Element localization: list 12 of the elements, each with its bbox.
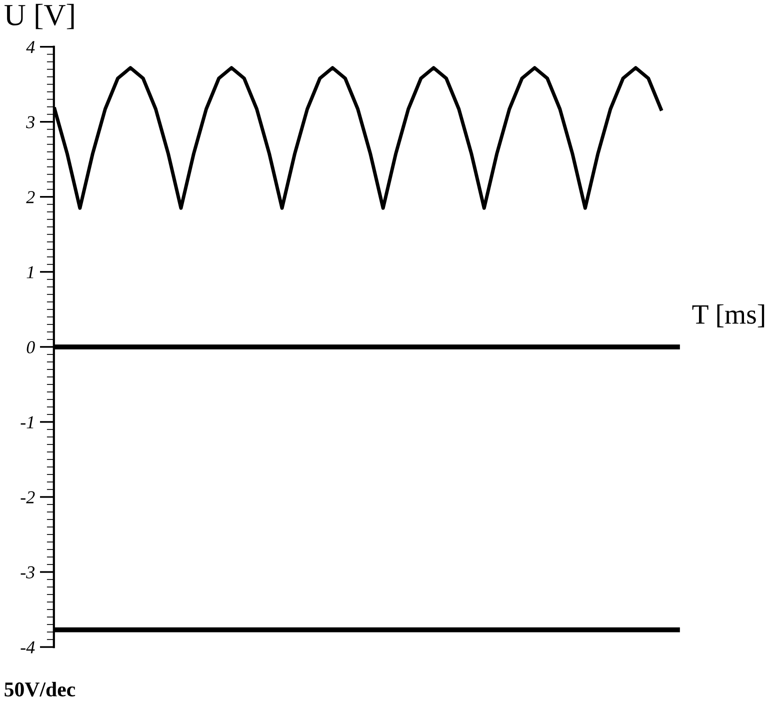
y-tick-label: 2 (26, 191, 35, 204)
y-tick-label: 3 (26, 116, 35, 128)
y-tick-label: 0 (26, 341, 35, 354)
y-tick-label: -2 (20, 491, 35, 504)
y-tick-label: -3 (20, 566, 35, 578)
y-tick-label: -1 (20, 416, 34, 428)
y-tick-label: -4 (20, 641, 35, 654)
text: 50V/dec (4, 682, 76, 697)
y-tick-label: 1 (26, 266, 34, 278)
x-axis-title: T [ms] (692, 304, 764, 328)
y-axis-title: U [V] (4, 4, 74, 30)
y-tick-label: 4 (26, 41, 35, 54)
